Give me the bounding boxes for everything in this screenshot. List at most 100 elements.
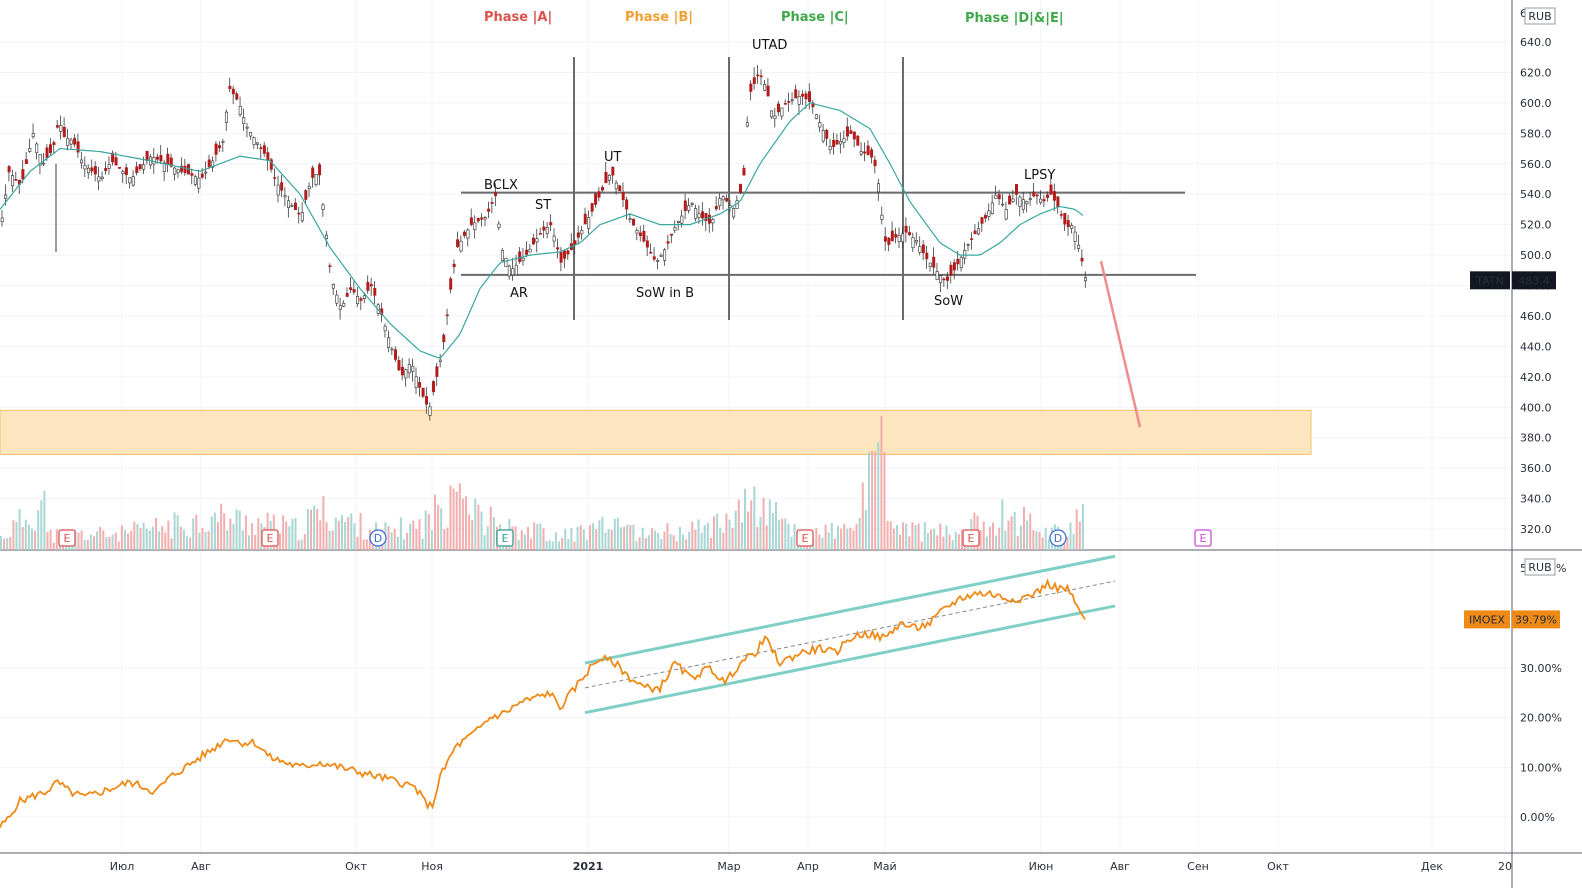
candle-body (1059, 214, 1063, 216)
volume-bar (725, 513, 728, 550)
candle-body (259, 147, 263, 149)
volume-bar (939, 523, 942, 550)
volume-bar (1069, 522, 1072, 550)
candle-body (131, 176, 135, 186)
volume-bar (635, 541, 638, 550)
candle-body (1001, 203, 1005, 206)
candle-body (521, 257, 525, 262)
candle-body (1046, 194, 1050, 198)
volume-bar (899, 534, 901, 550)
volume-bar (21, 527, 24, 550)
imoex-symbol-label: IMOEX (1469, 613, 1505, 626)
volume-bar (226, 530, 229, 550)
volume-bar (124, 530, 126, 550)
volume-bar (601, 516, 604, 550)
candle-body (445, 314, 449, 317)
candle-body (535, 238, 539, 243)
moving-average-line (0, 102, 1084, 359)
event-marker-label: E (502, 532, 509, 545)
candle-body (190, 173, 194, 176)
volume-bar (437, 504, 440, 550)
candle-body (818, 122, 822, 128)
volume-bar (564, 528, 567, 550)
candle-body (711, 219, 715, 224)
candle-body (42, 162, 46, 165)
trading-range-lines (461, 57, 1196, 320)
candle-body (531, 237, 535, 245)
candle-body (121, 171, 125, 174)
volume-bar (998, 527, 1001, 550)
volume-bar (548, 540, 551, 550)
candle-body (897, 235, 901, 242)
candle-body (462, 231, 466, 236)
candle-body (59, 125, 63, 132)
volume-bar (319, 520, 322, 550)
candle-body (977, 228, 981, 235)
volume-bar (598, 520, 601, 550)
volume-bar (756, 526, 759, 550)
candle-body (331, 284, 335, 289)
volume-bar (24, 519, 27, 550)
dividend-marker (369, 529, 387, 547)
candle-body (821, 130, 825, 142)
candle-body (714, 206, 718, 210)
candle-body (625, 199, 629, 210)
volume-bar (827, 532, 830, 550)
price-tick-label: 340.0 (1520, 493, 1552, 506)
candle-body (231, 88, 235, 95)
phase-label: Phase |D|&|E| (965, 11, 1064, 26)
dividend-marker (1049, 529, 1067, 547)
volume-bar (229, 518, 232, 550)
volume-bar (691, 521, 694, 550)
candle-body (35, 143, 39, 153)
volume-bar (365, 539, 368, 550)
candle-body (918, 246, 922, 253)
volume-bar (139, 528, 142, 550)
volume-bar (387, 526, 390, 550)
volume-bar (632, 524, 635, 550)
candle-body (876, 183, 880, 193)
volume-bar (787, 523, 790, 550)
candle-body (280, 182, 284, 191)
candle-body (297, 212, 301, 215)
candle-body (242, 117, 246, 124)
imoex-tick-label: 0.00% (1520, 811, 1555, 824)
candle-body (373, 287, 377, 296)
candle-body (880, 214, 884, 220)
volume-bar (316, 508, 319, 550)
candle-body (494, 192, 498, 196)
candle-body (93, 166, 97, 175)
volume-bar (855, 523, 858, 550)
volume-bar (186, 536, 188, 550)
candle-body (414, 376, 418, 388)
candle-body (335, 294, 339, 304)
volume-bar (443, 529, 446, 550)
volume-bar (892, 528, 895, 550)
candle-body (870, 149, 874, 158)
imoex-last-value: 39.79% (1515, 613, 1557, 626)
candle-body (362, 295, 366, 299)
time-tick-label: Сен (1187, 860, 1209, 873)
volume-bar (334, 517, 337, 550)
imoex-currency-badge: RUB (1528, 561, 1551, 574)
volume-bar (554, 532, 557, 550)
candle-body (939, 275, 943, 284)
volume-bar (1013, 511, 1016, 550)
time-tick-label: Ноя (421, 860, 443, 873)
tatn-symbol-label: TATN (1475, 274, 1503, 287)
volume-bar (765, 525, 768, 550)
volume-bar (300, 539, 303, 550)
volume-bar (737, 499, 740, 550)
candle-body (114, 157, 118, 166)
volume-bar (390, 532, 393, 550)
volume-bar (344, 522, 347, 550)
candle-body (211, 160, 215, 168)
volume-bar (883, 452, 886, 550)
volume-bar (713, 516, 715, 550)
volume-bar (570, 527, 573, 550)
candle-body (214, 143, 218, 155)
volume-bar (589, 525, 591, 550)
candle-body (11, 175, 15, 187)
